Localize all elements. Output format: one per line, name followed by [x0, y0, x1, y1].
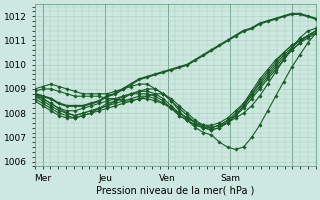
X-axis label: Pression niveau de la mer( hPa ): Pression niveau de la mer( hPa )	[96, 186, 254, 196]
